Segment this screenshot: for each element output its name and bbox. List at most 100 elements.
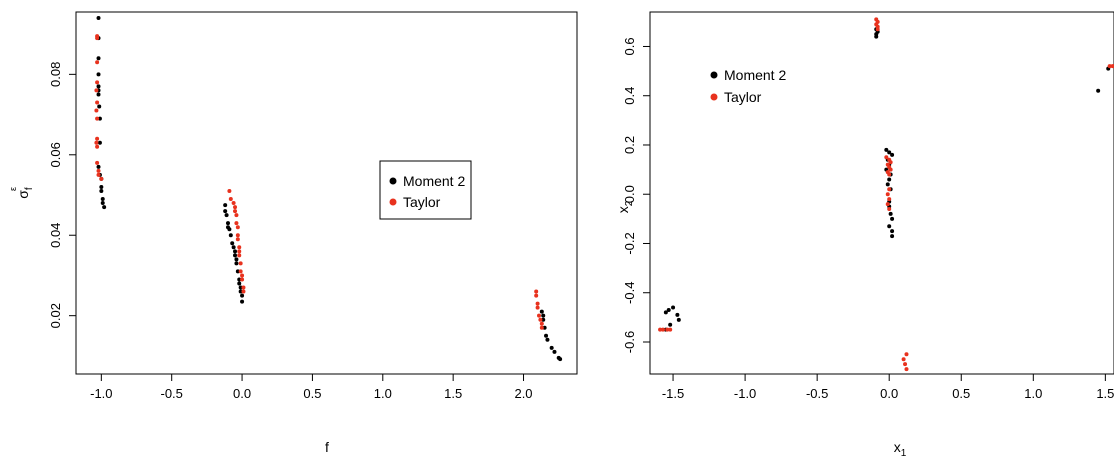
left-moment2-point bbox=[96, 164, 101, 169]
right-taylor-point bbox=[658, 327, 663, 332]
right-y-tick-label: -0.4 bbox=[622, 282, 637, 304]
right-moment2-point bbox=[676, 317, 681, 322]
left-y-tick-label: 0.06 bbox=[48, 142, 63, 167]
right-scatter-plot: -1.5 -1.0 -0.5 0.0 0.5 1.0 1.5 -0.6 -0.4 -0.2 0.0… bbox=[615, 11, 1114, 457]
right-moment2-point bbox=[887, 150, 892, 155]
right-taylor-point bbox=[887, 207, 892, 212]
svg-text:x2: x2 bbox=[615, 200, 635, 213]
left-moment2-point bbox=[99, 188, 104, 193]
right-moment2-point bbox=[671, 305, 676, 310]
right-moment2-point bbox=[890, 234, 895, 239]
left-legend-moment2-marker bbox=[389, 177, 397, 185]
left-moment2-point bbox=[223, 203, 228, 208]
left-moment2-point bbox=[228, 233, 233, 238]
right-y-tick-label: 0.0 bbox=[622, 185, 637, 203]
left-x-tick-label: -0.5 bbox=[160, 386, 182, 401]
left-taylor-point bbox=[539, 321, 544, 326]
left-moment2-point bbox=[240, 299, 245, 304]
left-legend-taylor-marker bbox=[389, 198, 397, 206]
right-taylor-point bbox=[887, 197, 892, 202]
left-plot-frame bbox=[75, 11, 578, 375]
left-taylor-point bbox=[95, 144, 100, 149]
right-x-axis-label: x1 bbox=[894, 439, 907, 457]
left-taylor-point bbox=[235, 225, 240, 230]
left-taylor-point bbox=[538, 317, 543, 322]
left-moment2-point bbox=[230, 241, 235, 246]
right-x-tick-label: -1.0 bbox=[734, 386, 756, 401]
left-taylor-point bbox=[234, 221, 239, 226]
right-y-tick-label: 0.2 bbox=[622, 136, 637, 154]
left-moment2-point bbox=[97, 104, 102, 109]
right-x-tick-label: -1.5 bbox=[662, 386, 684, 401]
left-taylor-point bbox=[95, 36, 100, 41]
left-taylor-point bbox=[237, 249, 242, 254]
left-taylor-point bbox=[96, 172, 101, 177]
left-moment2-point bbox=[237, 281, 242, 286]
left-x-tick-label: -1.0 bbox=[90, 386, 112, 401]
right-x-label-main: x bbox=[894, 439, 901, 455]
left-taylor-point bbox=[537, 313, 542, 318]
left-legend-moment2-label: Moment 2 bbox=[403, 173, 465, 189]
right-taylor-point bbox=[885, 202, 890, 207]
left-taylor-point bbox=[95, 60, 100, 65]
left-moment2-point bbox=[96, 84, 101, 89]
left-taylor-point bbox=[241, 289, 246, 294]
left-taylor-point bbox=[237, 253, 242, 258]
left-taylor-point bbox=[95, 160, 100, 165]
left-moment2-point bbox=[97, 140, 102, 145]
left-taylor-point bbox=[535, 305, 540, 310]
right-legend: Moment 2 Taylor bbox=[699, 62, 792, 112]
left-y-label-main: σ bbox=[15, 190, 31, 199]
left-y-axis: 0.02 0.04 0.06 0.08 bbox=[48, 62, 76, 328]
left-x-tick-label: 2.0 bbox=[514, 386, 532, 401]
right-taylor-point bbox=[660, 327, 665, 332]
left-taylor-point bbox=[94, 108, 99, 113]
left-moment2-point bbox=[539, 309, 544, 314]
left-x-tick-label: 1.5 bbox=[444, 386, 462, 401]
left-y-tick-label: 0.02 bbox=[48, 303, 63, 328]
right-moment2-point bbox=[1096, 88, 1101, 93]
left-moment2-point bbox=[96, 16, 101, 21]
left-moment2-point bbox=[541, 317, 546, 322]
left-taylor-point bbox=[99, 176, 104, 181]
left-moment2-point bbox=[545, 337, 550, 342]
right-y-tick-label: -0.2 bbox=[622, 232, 637, 254]
left-taylor-point bbox=[534, 293, 539, 298]
left-legend-box bbox=[379, 160, 472, 220]
right-x-tick-label: 0.0 bbox=[880, 386, 898, 401]
left-taylor-point bbox=[238, 269, 243, 274]
right-y-label-main: x bbox=[615, 206, 631, 213]
left-y-label-sup: ε bbox=[8, 187, 18, 191]
right-legend-moment2-label: Moment 2 bbox=[724, 67, 786, 83]
left-y-label-sub: f bbox=[24, 187, 35, 190]
left-data-points bbox=[94, 16, 563, 362]
left-taylor-point bbox=[234, 213, 239, 218]
left-taylor-point bbox=[237, 245, 242, 250]
left-x-axis-label: f bbox=[325, 439, 329, 455]
left-taylor-point bbox=[228, 197, 233, 202]
left-x-tick-label: 0.0 bbox=[233, 386, 251, 401]
right-moment2-point bbox=[890, 229, 895, 234]
left-taylor-point bbox=[240, 277, 245, 282]
left-moment2-point bbox=[97, 116, 102, 121]
left-taylor-point bbox=[233, 209, 238, 214]
left-taylor-point bbox=[94, 88, 99, 93]
right-moment2-point bbox=[887, 224, 892, 229]
left-taylor-point bbox=[227, 188, 232, 193]
right-taylor-point bbox=[885, 192, 890, 197]
left-taylor-point bbox=[535, 301, 540, 306]
left-scatter-plot: -1.0 -0.5 0.0 0.5 1.0 1.5 2.0 0.02 0.04 0.06 0.08… bbox=[8, 11, 578, 455]
left-x-tick-label: 1.0 bbox=[374, 386, 392, 401]
right-y-axis-label: x2 bbox=[615, 200, 635, 213]
right-plot-frame bbox=[649, 11, 1114, 375]
right-moment2-point bbox=[666, 307, 671, 312]
right-taylor-point bbox=[887, 187, 892, 192]
right-taylor-point bbox=[904, 352, 909, 357]
left-moment2-point bbox=[224, 213, 229, 218]
left-moment2-point bbox=[100, 197, 105, 202]
svg-text:σf: σf bbox=[15, 187, 35, 199]
right-legend-taylor-label: Taylor bbox=[724, 89, 762, 105]
right-legend-box bbox=[699, 62, 792, 112]
left-moment2-point bbox=[223, 209, 228, 214]
